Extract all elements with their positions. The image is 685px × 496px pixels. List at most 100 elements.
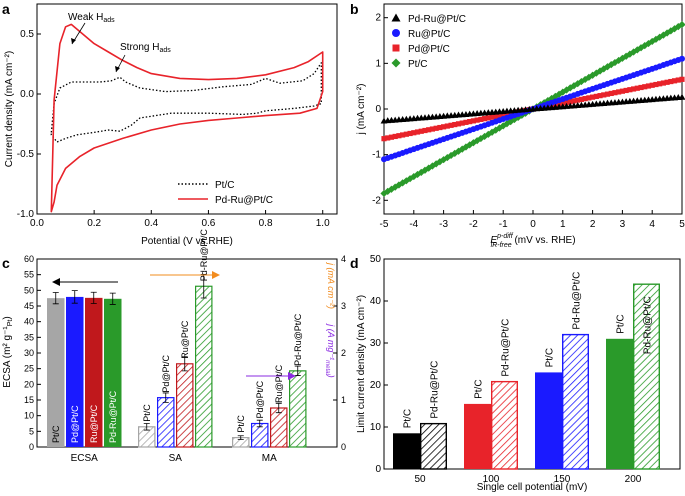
b-point-pdptc [567, 98, 573, 105]
b-point-ptc [391, 183, 399, 191]
b-point-pdptc [463, 119, 469, 125]
panel-label-c: c [2, 255, 10, 271]
c-left-tick-label: 40 [24, 317, 34, 327]
b-x-tick-label: -2 [469, 219, 478, 230]
c-group-label-ecsa: ECSA [71, 453, 99, 464]
b-point-pdptc [493, 113, 499, 120]
c-error-bar [71, 290, 78, 304]
panel-c-right-y-label-2: j (A mg⁻¹metal) [324, 323, 336, 378]
b-point-ptc [581, 75, 589, 84]
b-x-tick-label: -3 [439, 219, 448, 230]
panel-d-bars: Pt/C Pd-Ru@Pt/C Pt/C Pd-Ru@Pt/C Pt/C Pd-Ru@Pt… [393, 272, 661, 470]
c-bar-ma-ruptc [270, 407, 288, 448]
b-point-pdptc [653, 81, 659, 88]
b-point-pdptc [657, 81, 663, 87]
c-error-bar [275, 402, 282, 414]
b-point-ptc [589, 71, 597, 79]
legend-a-pdru-label: Pd-Ru@Pt/C [215, 195, 273, 206]
b-point-ptc [451, 149, 459, 157]
b-point-pdptc [426, 127, 432, 133]
b-point-pdptc [671, 78, 678, 84]
b-point-ptc [488, 128, 496, 136]
b-point-pdptc [508, 110, 514, 117]
c-left-tick-label: 30 [24, 348, 34, 358]
b-point-ptc [577, 77, 586, 86]
b-legend-label-0: Pd-Ru@Pt/C [408, 14, 466, 25]
b-point-pdptc [433, 125, 439, 131]
b-x-tick-label: 0 [530, 219, 536, 230]
annotation-strong-hads: Strong Hads [120, 42, 171, 54]
b-point-pdptc [504, 111, 510, 117]
c-error-bar [52, 292, 59, 305]
panel-a-cv-chart: 0.0 0.2 0.4 0.6 0.8 1.0 -1.0 -0.5 0.0 0.5 Potent… [4, 3, 338, 247]
c-left-tick-label: 45 [24, 301, 34, 311]
b-point-pdptc [649, 82, 655, 88]
c-group-label-sa: SA [169, 453, 183, 464]
b-point-pdptc [627, 87, 633, 93]
b-point-pdptc [571, 98, 577, 104]
b-point-pdptc [500, 112, 506, 118]
b-point-pdptc [660, 80, 666, 86]
c-left-tick-label: 0 [29, 442, 34, 452]
b-point-pdptc [392, 133, 398, 140]
ecsa-axis-arrowhead [52, 278, 60, 286]
a-y-tick-label: 0.0 [20, 89, 34, 100]
panel-c-left-axis: 0 5 10 15 20 25 30 35 40 45 50 55 60 [24, 254, 41, 452]
c-bar-ecsa-pdruptc [104, 298, 122, 447]
b-legend-marker-1 [392, 29, 400, 37]
b-point-pdptc [645, 83, 652, 89]
panel-c-left-y-label: ECSA (m² g⁻¹Pt) [2, 316, 14, 387]
b-point-pdptc [448, 122, 454, 128]
d-y-tick-label: 0 [375, 464, 381, 475]
panel-a-series [50, 23, 324, 213]
c-bar-label: Pd@Pt/C [255, 380, 265, 418]
b-point-ptc [559, 88, 567, 96]
b-point-ptc [644, 39, 653, 48]
d-bar-pdru-100 [491, 380, 519, 470]
panel-b-legend: Pd-Ru@Pt/C Ru@Pt/C Pd@Pt/C Pt/C [391, 13, 466, 70]
b-point-pdptc [590, 94, 596, 100]
b-point-pdptc [467, 119, 473, 125]
c-bar-label: Ru@Pt/C [180, 320, 190, 359]
panel-b-series [380, 20, 685, 198]
b-point-pdptc [411, 130, 417, 136]
c-left-tick-label: 10 [24, 411, 34, 421]
d-x-tick-label: 50 [414, 474, 426, 485]
b-x-tick-label: 4 [649, 219, 655, 230]
c-bar-label: Pt/C [51, 425, 61, 443]
c-bar-ecsa-ptc [47, 298, 65, 447]
c-left-tick-label: 25 [24, 364, 34, 374]
d-x-tick-label: 200 [625, 474, 642, 485]
panel-d-y-label: Limit current density (mA cm⁻²) [356, 295, 367, 433]
d-bar-label: Pd-Ru@Pt/C [501, 319, 512, 377]
d-x-tick-label: 100 [483, 474, 500, 485]
b-point-ptc [428, 162, 437, 170]
d-bar-label: Pd-Ru@Pt/C [430, 361, 441, 419]
b-point-pdptc [634, 85, 640, 91]
panel-a-x-axis: 0.0 0.2 0.4 0.6 0.8 1.0 [30, 210, 330, 229]
b-point-ptc [440, 156, 448, 164]
b-point-pdptc [623, 87, 629, 94]
b-point-ptc [507, 118, 515, 126]
c-bar-label: Ru@Pt/C [89, 404, 99, 443]
a-y-tick-label: -0.5 [17, 149, 35, 160]
d-bar-pdru-150 [562, 333, 590, 470]
c-bar-label: Pd@Pt/C [70, 405, 80, 443]
cv-line-ptc [50, 62, 322, 143]
b-point-pdptc [675, 77, 681, 83]
c-bar-ecsa-ruptc [85, 297, 103, 447]
b-point-ptc [607, 61, 615, 69]
b-point-pdptc [630, 86, 637, 92]
panel-c-right-y-label-1: j (mA cm⁻²) [326, 262, 336, 309]
b-point-ptc [495, 124, 504, 132]
d-bar-pdru-200 [633, 283, 661, 470]
b-point-pdptc [429, 126, 436, 132]
d-y-tick-label: 50 [370, 254, 382, 265]
panel-c-bars: Pt/C Pd@Pt/C Ru@Pt/C Pd-Ru@Pt/C Pt/C Pd@Pt/C R… [47, 229, 307, 448]
c-bar-label: Pd@Pt/C [161, 355, 171, 393]
c-error-bar [256, 419, 263, 428]
b-point-pdptc [664, 79, 670, 85]
panel-a-y-axis: -1.0 -0.5 0.0 0.5 [17, 29, 41, 220]
b-legend-label-1: Ru@Pt/C [408, 29, 450, 40]
